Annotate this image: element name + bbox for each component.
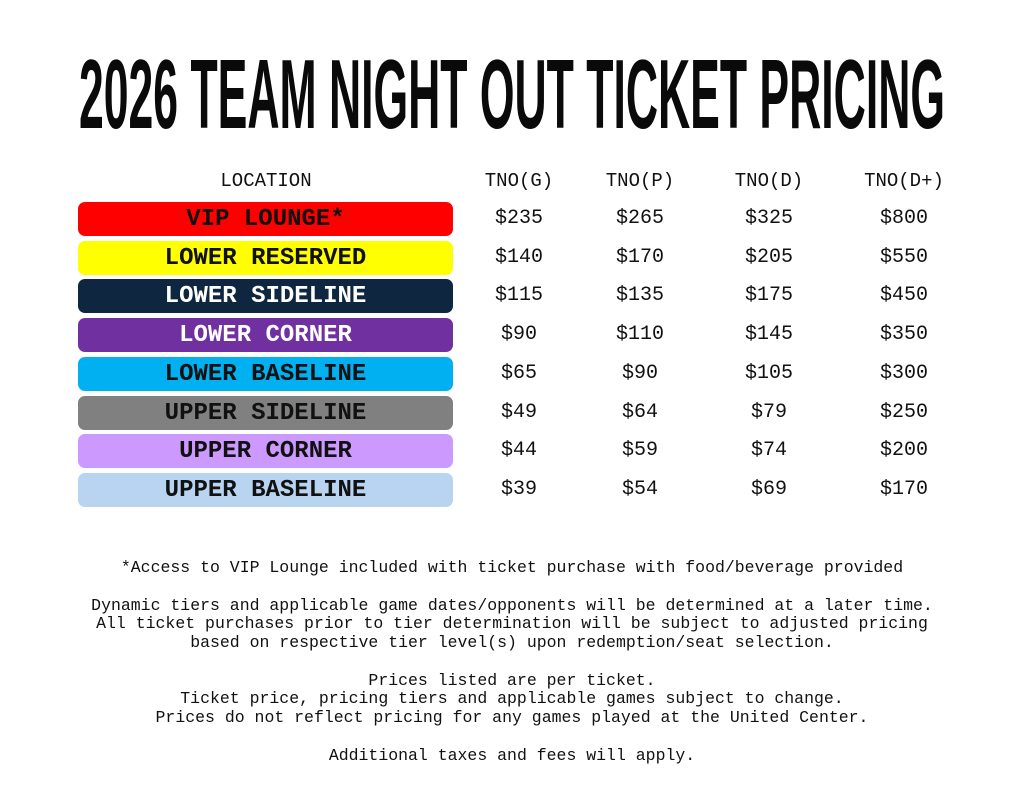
price-cell: $64 (621, 400, 658, 424)
price-cell: $800 (879, 207, 928, 230)
price-cell: $235 (494, 207, 543, 230)
price-cell: $105 (744, 361, 793, 385)
price-cell: $450 (879, 284, 928, 308)
table-row: UPPER BASELINE $39 $54 $69 $170 (78, 472, 948, 507)
footnote-line: All ticket purchases prior to tier deter… (96, 614, 928, 633)
price-cell: $170 (879, 477, 928, 501)
location-label: UPPER SIDELINE (78, 395, 453, 430)
table-row: LOWER BASELINE $65 $90 $105 $300 (78, 356, 948, 391)
footnote-line: *Access to VIP Lounge included with tick… (120, 558, 904, 577)
price-cell: $39 (500, 477, 537, 501)
header-location: LOCATION (220, 170, 312, 192)
price-cell: $145 (744, 323, 793, 347)
price-cell: $74 (750, 439, 787, 463)
header-tno-d-plus: TNO(D+) (864, 170, 944, 192)
location-label: VIP LOUNGE* (78, 202, 453, 236)
price-cell: $59 (621, 439, 658, 463)
price-cell: $69 (750, 477, 787, 501)
price-cell: $135 (615, 284, 664, 308)
header-tno-p: TNO(P) (605, 170, 675, 192)
price-cell: $54 (621, 477, 658, 501)
price-cell: $90 (621, 361, 658, 385)
price-cell: $550 (879, 245, 928, 269)
table-row: UPPER CORNER $44 $59 $74 $200 (78, 434, 948, 469)
price-cell: $200 (879, 439, 928, 463)
title-graphic: 2026 TEAM NIGHT OUT TICKET PRICING (79, 44, 945, 134)
price-cell: $170 (615, 245, 664, 269)
page-title: 2026 TEAM NIGHT OUT TICKET PRICING (79, 44, 945, 134)
table-row: LOWER CORNER $90 $110 $145 $350 (78, 318, 948, 353)
table-row: LOWER SIDELINE $115 $135 $175 $450 (78, 279, 948, 314)
header-tno-d: TNO(D) (734, 170, 804, 192)
location-label: UPPER BASELINE (78, 472, 453, 507)
price-cell: $115 (494, 284, 543, 308)
price-cell: $175 (744, 284, 793, 308)
location-label: LOWER CORNER (78, 318, 453, 353)
title-text: 2026 TEAM NIGHT OUT TICKET PRICING (79, 44, 945, 134)
header-tno-g: TNO(G) (484, 170, 554, 192)
table-row: VIP LOUNGE* $235 $265 $325 $800 (78, 202, 948, 236)
price-cell: $140 (494, 245, 543, 269)
location-label: LOWER BASELINE (78, 356, 453, 391)
price-cell: $325 (744, 207, 793, 230)
table-row: LOWER RESERVED $140 $170 $205 $550 (78, 240, 948, 275)
footnote-line: Prices listed are per ticket. (368, 671, 656, 690)
footnote-line: Additional taxes and fees will apply. (328, 746, 696, 765)
footnote-line: Dynamic tiers and applicable game dates/… (91, 596, 933, 615)
price-cell: $110 (615, 323, 664, 347)
price-cell: $79 (750, 400, 787, 424)
location-label: UPPER CORNER (78, 434, 453, 469)
table-row: UPPER SIDELINE $49 $64 $79 $250 (78, 395, 948, 430)
footnote-line: Ticket price, pricing tiers and applicab… (180, 689, 844, 708)
price-cell: $90 (500, 323, 537, 347)
price-cell: $300 (879, 361, 928, 385)
price-cell: $44 (500, 439, 537, 463)
price-cell: $205 (744, 245, 793, 269)
price-cell: $350 (879, 323, 928, 347)
price-cell: $265 (615, 207, 664, 230)
footnote-line: Prices do not reflect pricing for any ga… (155, 708, 869, 727)
footnote-line: based on respective tier level(s) upon r… (190, 633, 834, 652)
location-label: LOWER RESERVED (78, 240, 453, 275)
price-cell: $49 (500, 400, 537, 424)
price-cell: $65 (500, 361, 537, 385)
location-label: LOWER SIDELINE (78, 279, 453, 314)
price-cell: $250 (879, 400, 928, 424)
